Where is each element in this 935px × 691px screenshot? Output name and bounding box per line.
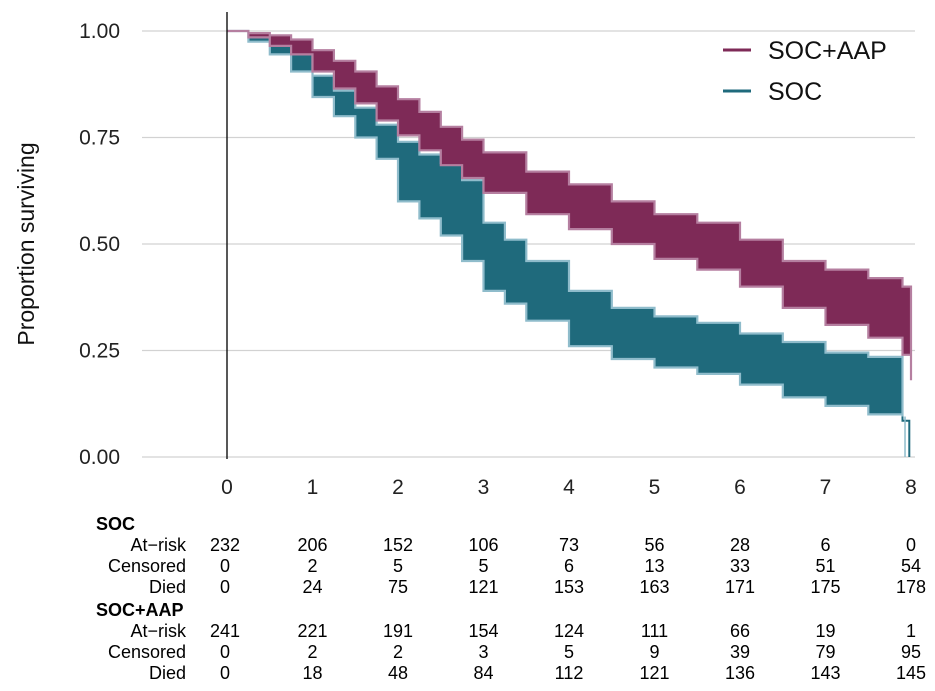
risk-table-cell: 2 [307,642,317,662]
x-tick-label: 4 [563,476,575,499]
risk-table-cell: 24 [302,577,322,597]
risk-table-cell: 153 [554,577,584,597]
risk-table-cell: 112 [555,663,584,683]
risk-table-cell: 0 [906,535,916,555]
risk-table-cell: 51 [815,556,835,576]
band-soc-aap [227,29,913,381]
risk-table-cell: 19 [815,621,835,641]
y-tick-label: 0.00 [79,446,120,469]
risk-table-cell: 2 [307,556,317,576]
x-tick-label: 8 [905,476,917,499]
risk-table-cell: 0 [220,642,230,662]
risk-table-cell: 6 [564,556,574,576]
x-tick-label: 0 [221,476,233,499]
risk-table-cell: 9 [649,642,659,662]
y-tick-label: 1.00 [79,20,120,43]
risk-table-cell: 0 [220,577,230,597]
x-tick-label: 2 [392,476,404,499]
risk-table-cell: 1 [906,621,916,641]
risk-table-group: SOC+AAP [96,600,184,620]
x-tick-label: 6 [734,476,746,499]
risk-table-cell: 206 [297,535,327,555]
survival-bands [227,29,913,457]
y-tick-label: 0.50 [79,233,120,256]
risk-table-cell: 79 [815,642,835,662]
risk-table-cell: 143 [810,663,840,683]
risk-table-cell: 66 [730,621,750,641]
risk-table-cell: 152 [383,535,413,555]
y-tick-label: 0.75 [79,127,120,150]
x-tick-label: 1 [307,476,319,499]
risk-table-cell: 5 [393,556,403,576]
risk-table-cell: 75 [388,577,408,597]
risk-table-cell: 178 [896,577,926,597]
risk-table-cell: 3 [478,642,488,662]
risk-table-cell: 6 [820,535,830,555]
risk-table-row-label: At−risk [130,621,187,641]
legend: SOC+AAP SOC [723,37,887,106]
y-axis-label: Proportion surviving [13,142,39,345]
risk-table-cell: 154 [468,621,498,641]
risk-table-cell: 136 [725,663,755,683]
risk-table-row-label: Died [149,577,186,597]
risk-table-cell: 28 [730,535,750,555]
risk-table-cell: 56 [644,535,664,555]
risk-table-cell: 5 [478,556,488,576]
risk-table-cell: 232 [210,535,240,555]
risk-table-cell: 121 [639,663,669,683]
y-tick-label: 0.25 [79,340,120,363]
risk-table-row-label: Censored [108,642,186,662]
risk-table-cell: 84 [473,663,493,683]
risk-table-row-label: At−risk [130,535,187,555]
risk-table-cell: 73 [559,535,579,555]
risk-table-cell: 18 [302,663,322,683]
risk-table-cell: 39 [730,642,750,662]
risk-table-cell: 191 [383,621,413,641]
risk-table-cell: 33 [730,556,750,576]
x-tick-label: 7 [820,476,832,499]
legend-label: SOC [768,78,822,106]
risk-table-row-label: Died [149,663,186,683]
risk-table-cell: 54 [901,556,921,576]
x-axis-ticks: 0 1 2 3 4 5 6 7 8 [221,476,917,499]
risk-table-group: SOC [96,514,135,534]
risk-table-cell: 241 [210,621,240,641]
risk-table-cell: 5 [564,642,574,662]
risk-table-cell: 95 [901,642,921,662]
risk-table-cell: 124 [554,621,584,641]
risk-table-cell: 175 [810,577,840,597]
risk-table-cell: 48 [388,663,408,683]
risk-table-cell: 13 [644,556,664,576]
risk-table-cell: 221 [297,621,327,641]
x-tick-label: 3 [478,476,490,499]
risk-table-cell: 121 [468,577,498,597]
y-axis-ticks: 0.00 0.25 0.50 0.75 1.00 [79,20,120,469]
risk-table-cell: 111 [641,621,668,641]
risk-table-cell: 145 [896,663,926,683]
risk-table-cell: 171 [725,577,755,597]
legend-label: SOC+AAP [768,37,887,65]
x-tick-label: 5 [649,476,661,499]
risk-table-cell: 163 [639,577,669,597]
risk-table-row-label: Censored [108,556,186,576]
risk-table-cell: 106 [468,535,498,555]
risk-table-cell: 0 [220,556,230,576]
soc-tail-line [901,416,911,457]
risk-table-cell: 2 [393,642,403,662]
risk-table-cell: 0 [220,663,230,683]
